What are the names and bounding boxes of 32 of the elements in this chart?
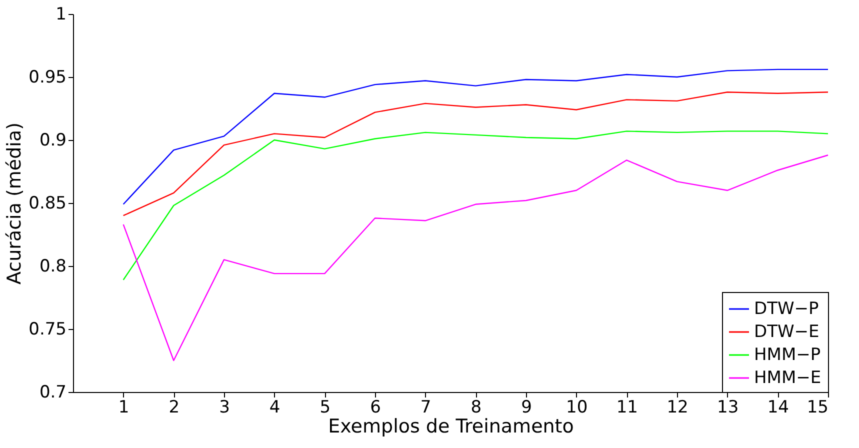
x-tick-label: 7: [420, 398, 432, 418]
x-tick-label: 6: [370, 398, 381, 418]
x-tick-label: 2: [168, 398, 180, 418]
legend-label: DTW−E: [754, 322, 820, 342]
y-tick-label: 1: [56, 4, 66, 24]
x-tick-label: 8: [470, 398, 482, 418]
x-tick-label: 4: [269, 398, 280, 418]
y-tick-label: 0.9: [39, 130, 66, 150]
line-series: [122, 130, 829, 280]
y-axis-title: Acurácia (média): [4, 122, 26, 285]
x-tick-label: 13: [717, 398, 739, 418]
x-axis-title: Exemplos de Treinamento: [328, 416, 574, 438]
legend-label: DTW−P: [754, 299, 819, 319]
y-tick-label: 0.85: [28, 194, 66, 214]
y-tick-label: 0.75: [28, 320, 66, 340]
y-tick-label: 0.7: [39, 382, 66, 402]
y-tick-label: 0.95: [28, 68, 66, 88]
line-series: [122, 92, 829, 216]
x-tick-label: 15: [806, 398, 828, 418]
legend-label: HMM−P: [754, 345, 821, 365]
x-tick-label: 3: [219, 398, 230, 418]
x-tick-label: 1: [118, 398, 130, 418]
legend-label: HMM−E: [754, 368, 822, 388]
line-series: [122, 154, 829, 362]
x-tick-label: 14: [767, 398, 789, 418]
x-tick-label: 5: [320, 398, 331, 418]
x-tick-label: 9: [521, 398, 532, 418]
x-tick-label: 12: [666, 398, 688, 418]
y-tick-label: 0.8: [39, 256, 66, 276]
x-tick-label: 10: [566, 398, 588, 418]
x-tick-label: 11: [616, 398, 638, 418]
line-series: [122, 68, 829, 205]
